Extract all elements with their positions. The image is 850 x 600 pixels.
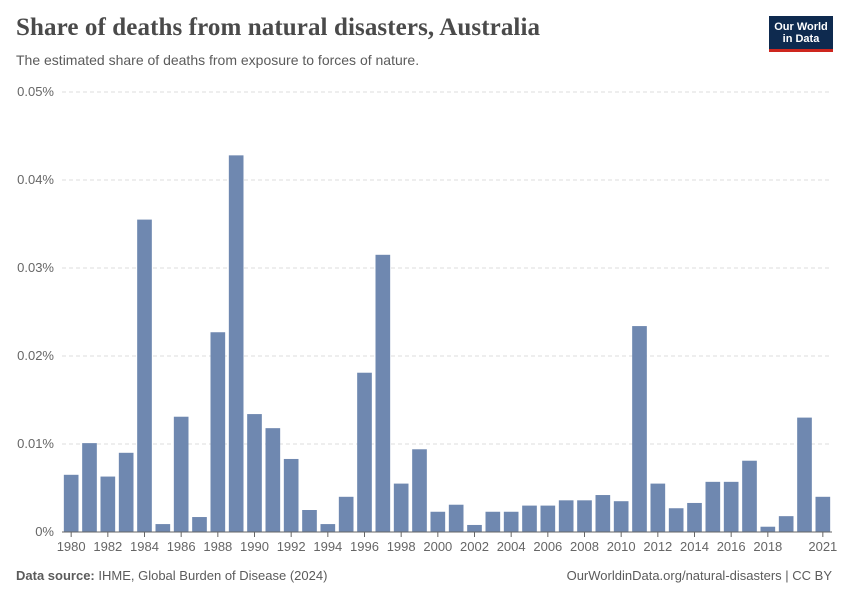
x-tick-label: 2014 [680, 539, 709, 554]
y-tick-label: 0.05% [17, 84, 54, 99]
y-tick-label: 0.04% [17, 172, 54, 187]
bar-chart: 0% 0.01% 0.02% 0.03% 0.04% 0.05% 1980 1982 1984 1… [17, 84, 837, 554]
bar-1987 [192, 517, 207, 532]
bar-2010 [613, 501, 629, 532]
bar-2014 [687, 502, 702, 532]
bar-2007 [558, 500, 574, 532]
bar-2009 [595, 495, 611, 532]
bar-1994 [320, 524, 336, 532]
bar-2005 [522, 505, 537, 532]
source-link[interactable]: OurWorldinData.org/natural-disasters | C… [566, 568, 832, 583]
bar-2021 [815, 496, 831, 532]
x-tick-label: 2021 [808, 539, 837, 554]
bar-2017 [742, 460, 757, 532]
x-tick-label: 1994 [313, 539, 342, 554]
bar-1981 [82, 443, 97, 532]
x-tick-label: 1996 [350, 539, 379, 554]
owid-logo[interactable]: Our World in Data [769, 16, 833, 52]
x-tick-label: 1982 [93, 539, 122, 554]
bar-2011 [632, 326, 647, 532]
bar-1980 [63, 474, 79, 532]
x-tick-label: 2002 [460, 539, 489, 554]
x-tick-label: 2008 [570, 539, 599, 554]
bar-1988 [210, 332, 226, 532]
bar-1992 [283, 458, 299, 532]
bar-1998 [393, 483, 409, 532]
x-tick-label: 1986 [167, 539, 196, 554]
x-tick-label: 1988 [203, 539, 232, 554]
data-source-label: Data source: [16, 568, 95, 583]
bar-1983 [118, 452, 134, 532]
bar-2000 [430, 511, 446, 532]
bar-2006 [540, 505, 556, 532]
x-tick-label: 2010 [607, 539, 636, 554]
bar-1993 [302, 510, 317, 532]
bar-1982 [100, 476, 116, 532]
bar-1997 [375, 254, 391, 533]
bar-1984 [137, 219, 152, 532]
bar-2015 [705, 481, 721, 532]
x-tick-label: 1980 [57, 539, 86, 554]
data-source: Data source: IHME, Global Burden of Dise… [16, 568, 327, 583]
y-tick-label: 0.01% [17, 436, 54, 451]
bar-2019 [778, 516, 794, 532]
bar-1995 [338, 496, 354, 532]
x-tick-label: 2004 [497, 539, 526, 554]
bar-2001 [448, 504, 464, 532]
logo-line-1: Our World [774, 21, 828, 33]
x-tick-label: 2018 [753, 539, 782, 554]
chart-subtitle: The estimated share of deaths from expos… [16, 52, 420, 68]
logo-line-2: in Data [782, 33, 820, 45]
bar-2004 [503, 511, 519, 532]
x-tick-label: 1998 [387, 539, 416, 554]
x-tick-label: 2006 [533, 539, 562, 554]
bar-1991 [265, 428, 281, 532]
bar-2002 [467, 524, 482, 532]
bar-1999 [412, 449, 427, 532]
bar-2016 [723, 481, 739, 532]
bar-2020 [797, 417, 812, 532]
bar-2012 [650, 483, 666, 532]
x-tick-label: 2016 [717, 539, 746, 554]
x-tick-label: 2012 [643, 539, 672, 554]
bar-2018 [760, 526, 776, 532]
x-tick-label: 1990 [240, 539, 269, 554]
x-tick-label: 1992 [277, 539, 306, 554]
data-source-text: IHME, Global Burden of Disease (2024) [98, 568, 328, 583]
bar-1986 [173, 416, 189, 532]
bar-2008 [577, 500, 592, 532]
y-tick-label: 0.02% [17, 348, 54, 363]
bar-2013 [668, 508, 684, 532]
chart-title: Share of deaths from natural disasters, … [16, 14, 541, 41]
bar-2003 [485, 511, 501, 532]
y-tick-label: 0.03% [17, 260, 54, 275]
bar-1990 [247, 414, 262, 532]
y-tick-label: 0% [35, 524, 54, 539]
bar-1989 [228, 155, 244, 533]
x-tick-label: 2000 [423, 539, 452, 554]
bar-1996 [357, 372, 372, 532]
x-tick-label: 1984 [130, 539, 159, 554]
bar-1985 [155, 524, 171, 532]
